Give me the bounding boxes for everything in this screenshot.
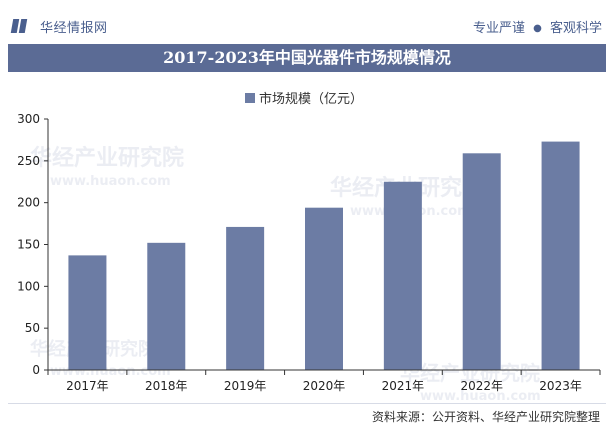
bar-2021: [383, 181, 422, 370]
y-tick-label: 100: [17, 279, 40, 293]
x-tick-label: 2022年: [460, 379, 503, 393]
brand-name: 华经情报网: [40, 21, 108, 36]
x-tick-label: 2018年: [145, 379, 188, 393]
x-tick-label: 2021年: [382, 379, 425, 393]
source-note: 资料来源：公开资料、华经产业研究院整理: [371, 410, 600, 424]
watermarks: 华经产业研究院www.huaon.com华经产业研究院www.huaon.com…: [30, 145, 541, 404]
y-axis: 0 50 100 150 200 250 300: [17, 112, 49, 377]
x-tick-label: 2023年: [539, 379, 582, 393]
y-tick-label: 300: [17, 112, 40, 126]
bar-2022: [462, 153, 501, 370]
watermark-text: 华经产业研究院: [30, 145, 184, 171]
y-tick-label: 250: [17, 154, 40, 168]
y-tick-label: 50: [25, 321, 40, 335]
bar-2018: [147, 242, 186, 370]
footer-divider: [8, 403, 606, 404]
bar-2019: [226, 226, 265, 370]
tagline-separator: ●: [533, 23, 542, 34]
watermark-url: www.huaon.com: [50, 174, 171, 189]
tagline-left: 专业严谨: [472, 21, 525, 36]
header-bar: 华经情报网 专业严谨 ● 客观科学: [0, 0, 614, 44]
tagline-right: 客观科学: [549, 21, 602, 36]
bar-2023: [541, 141, 580, 370]
bars: [68, 141, 580, 370]
x-tick-label: 2017年: [66, 379, 109, 393]
y-tick-label: 200: [17, 196, 40, 210]
watermark-url: www.huaon.com: [420, 389, 541, 404]
legend: 市场规模（亿元）: [245, 88, 363, 107]
x-tick-label: 2019年: [224, 379, 267, 393]
legend-swatch: [245, 92, 255, 103]
y-tick-label: 0: [32, 363, 40, 377]
x-axis: 2017年 2018年 2019年 2020年 2021年 2022年 2023年: [47, 369, 601, 393]
tagline: 专业严谨 ● 客观科学: [473, 17, 602, 36]
x-tick-label: 2020年: [303, 379, 346, 393]
chart-title: 2017-2023年中国光器件市场规模情况: [8, 44, 606, 72]
bar-2017: [68, 255, 107, 370]
legend-label: 市场规模（亿元）: [259, 92, 364, 107]
y-tick-label: 150: [17, 238, 40, 252]
bar-2020: [305, 207, 343, 370]
